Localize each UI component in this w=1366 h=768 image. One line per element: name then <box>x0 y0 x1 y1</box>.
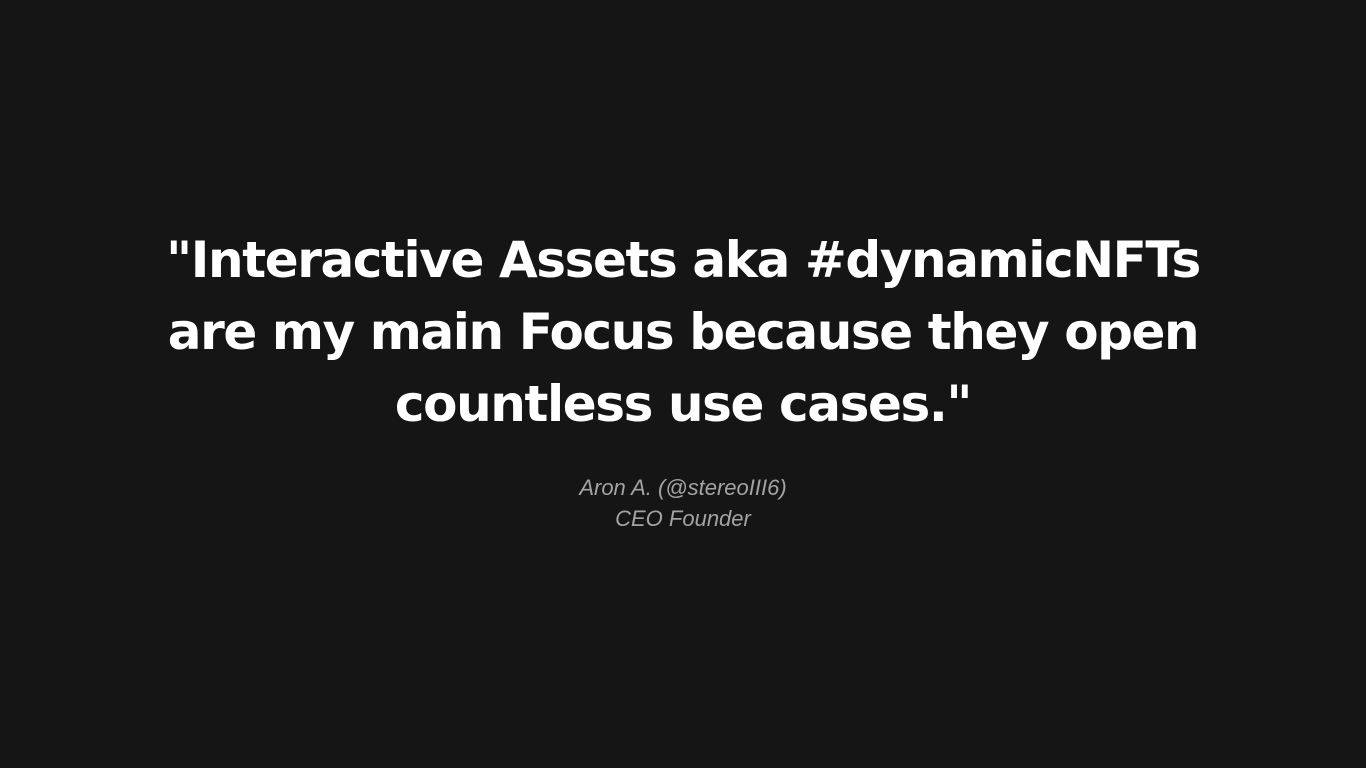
author-name: Aron A. (@stereoIII6) <box>579 475 787 500</box>
quote-attribution: Aron A. (@stereoIII6) CEO Founder <box>383 472 983 534</box>
author-role: CEO Founder <box>615 506 751 531</box>
quote-line-3: countless use cases." <box>394 375 973 433</box>
quote-line-2: are my main Focus because they open <box>167 303 1200 361</box>
quote-line-1: "Interactive Assets aka #dynamicNFTs <box>166 231 1201 289</box>
testimonial-quote: "Interactive Assets aka #dynamicNFTs are… <box>150 224 1216 440</box>
